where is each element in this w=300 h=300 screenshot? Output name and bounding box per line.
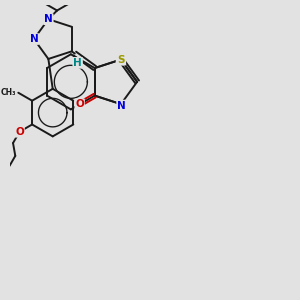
Text: H: H bbox=[73, 58, 82, 68]
Text: O: O bbox=[15, 127, 24, 137]
Text: O: O bbox=[75, 99, 84, 109]
Text: N: N bbox=[116, 55, 125, 64]
Text: N: N bbox=[44, 14, 53, 24]
Text: N: N bbox=[117, 100, 126, 111]
Text: N: N bbox=[30, 34, 38, 44]
Text: CH₃: CH₃ bbox=[1, 88, 16, 97]
Text: S: S bbox=[117, 55, 125, 64]
